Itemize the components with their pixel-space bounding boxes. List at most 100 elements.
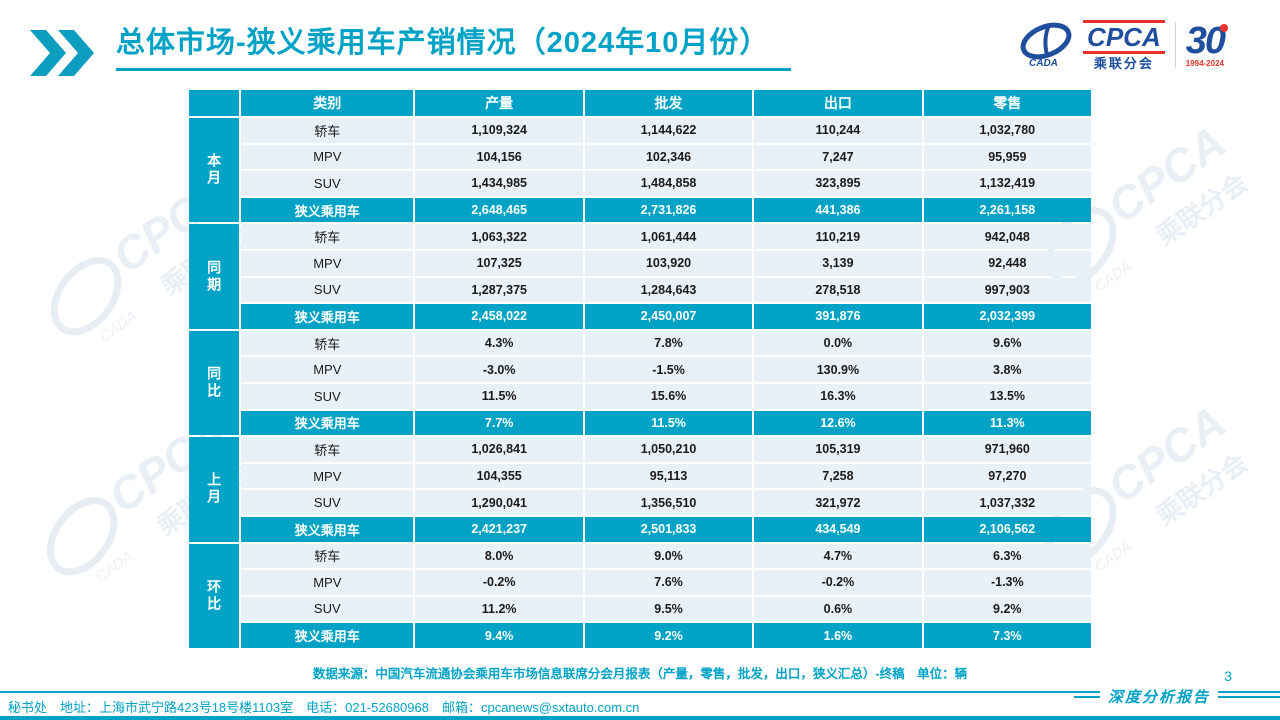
category-cell: 轿车 bbox=[241, 118, 414, 143]
category-cell: SUV bbox=[241, 383, 414, 409]
table-row: 上月 轿车 1,026,841 1,050,210 105,319 971,960 bbox=[189, 437, 1091, 542]
value-cell: 9.2% bbox=[923, 596, 1091, 622]
svg-text:乘联分会: 乘联分会 bbox=[1150, 167, 1253, 252]
category-cell: 狭义乘用车 bbox=[241, 304, 414, 329]
page-title: 总体市场-狭义乘用车产销情况（2024年10月份） bbox=[116, 26, 792, 71]
value-cell: 107,325 bbox=[415, 250, 583, 276]
category-cell: SUV bbox=[241, 596, 414, 622]
table-row: SUV 11.2% 9.5% 0.6% 9.2% bbox=[189, 596, 1091, 622]
value-cell: 95,959 bbox=[923, 144, 1091, 170]
value-cell: 1,050,210 bbox=[584, 437, 753, 462]
value-cell: 1,037,332 bbox=[923, 490, 1091, 515]
value-cell: 2,421,237 bbox=[415, 516, 583, 542]
cpca-logo-name: CPCA bbox=[1083, 20, 1165, 54]
value-cell: 997,903 bbox=[923, 277, 1091, 303]
value-cell: 321,972 bbox=[754, 490, 922, 515]
report-label-dash-left bbox=[1073, 695, 1100, 698]
category-cell: MPV bbox=[241, 250, 414, 276]
anniversary-30-logo: 30 1994-2024 bbox=[1186, 22, 1228, 68]
value-cell: 9.4% bbox=[415, 623, 583, 648]
category-cell: MPV bbox=[241, 463, 414, 489]
table-row: SUV 1,290,041 1,356,510 321,972 1,037,332 bbox=[189, 490, 1091, 515]
category-cell: 狭义乘用车 bbox=[241, 623, 414, 648]
value-cell: 971,960 bbox=[923, 437, 1091, 462]
table-row: MPV -0.2% 7.6% -0.2% -1.3% bbox=[189, 570, 1091, 595]
anniversary-dot-icon bbox=[1220, 24, 1228, 32]
value-cell: 2,458,022 bbox=[415, 304, 583, 329]
table-row: 狭义乘用车 2,648,465 2,731,826 441,386 2,261,158 bbox=[189, 197, 1091, 223]
value-cell: 16.3% bbox=[754, 383, 922, 409]
value-cell: 323,895 bbox=[754, 171, 922, 196]
value-cell: -1.3% bbox=[923, 570, 1091, 595]
category-cell: MPV bbox=[241, 357, 414, 382]
table-row: 狭义乘用车 9.4% 9.2% 1.6% 7.3% bbox=[189, 623, 1091, 648]
value-cell: 9.0% bbox=[584, 543, 753, 569]
column-header: 类别 bbox=[241, 90, 414, 116]
value-cell: 3.8% bbox=[923, 357, 1091, 382]
value-cell: -3.0% bbox=[415, 357, 583, 382]
value-cell: 1,284,643 bbox=[584, 277, 753, 303]
value-cell: 8.0% bbox=[415, 543, 583, 569]
value-cell: 2,501,833 bbox=[584, 516, 753, 542]
cpca-logo-subtitle: 乘联分会 bbox=[1093, 56, 1154, 71]
table-row: 同期 轿车 1,063,322 1,061,444 110,219 942,048 bbox=[189, 224, 1091, 329]
category-cell: 狭义乘用车 bbox=[241, 197, 414, 223]
value-cell: 2,731,826 bbox=[584, 197, 753, 223]
value-cell: 110,219 bbox=[754, 224, 922, 249]
value-cell: 9.5% bbox=[584, 596, 753, 622]
value-cell: 102,346 bbox=[584, 144, 753, 170]
value-cell: 104,156 bbox=[415, 144, 583, 170]
table-row: MPV 107,325 103,920 3,139 92,448 bbox=[189, 250, 1091, 276]
category-cell: MPV bbox=[241, 570, 414, 595]
value-cell: -0.2% bbox=[754, 570, 922, 595]
report-label-dash-right bbox=[1218, 695, 1280, 698]
cpca-logo-swirl-icon: CADA bbox=[1020, 22, 1072, 69]
page-number: 3 bbox=[1224, 668, 1232, 684]
value-cell: 11.2% bbox=[415, 596, 583, 622]
svg-text:CADA: CADA bbox=[1091, 538, 1135, 576]
value-cell: 434,549 bbox=[754, 516, 922, 542]
table-row: MPV -3.0% -1.5% 130.9% 3.8% bbox=[189, 357, 1091, 382]
value-cell: 13.5% bbox=[923, 383, 1091, 409]
value-cell: 7.6% bbox=[584, 570, 753, 595]
category-cell: 轿车 bbox=[241, 437, 414, 462]
value-cell: 7,247 bbox=[754, 144, 922, 170]
table-row: SUV 11.5% 15.6% 16.3% 13.5% bbox=[189, 383, 1091, 409]
value-cell: 1,061,444 bbox=[584, 224, 753, 249]
report-type-label: 深度分析报告 bbox=[1073, 684, 1280, 709]
value-cell: 11.5% bbox=[584, 410, 753, 436]
cpca-logo: CADA CPCA 乘联分会 30 1994-2024 bbox=[1019, 20, 1228, 71]
value-cell: 441,386 bbox=[754, 197, 922, 223]
value-cell: 15.6% bbox=[584, 383, 753, 409]
category-cell: 狭义乘用车 bbox=[241, 516, 414, 542]
category-cell: SUV bbox=[241, 490, 414, 515]
cada-text: CADA bbox=[1029, 58, 1058, 69]
category-cell: 轿车 bbox=[241, 543, 414, 569]
table-row: MPV 104,355 95,113 7,258 97,270 bbox=[189, 463, 1091, 489]
value-cell: 1,032,780 bbox=[923, 118, 1091, 143]
value-cell: 11.3% bbox=[923, 410, 1091, 436]
value-cell: -0.2% bbox=[415, 570, 583, 595]
category-cell: 轿车 bbox=[241, 224, 414, 249]
svg-text:乘联分会: 乘联分会 bbox=[1150, 447, 1253, 532]
value-cell: 6.3% bbox=[923, 543, 1091, 569]
value-cell: 1,144,622 bbox=[584, 118, 753, 143]
report-label-text: 深度分析报告 bbox=[1099, 684, 1218, 709]
value-cell: 1,109,324 bbox=[415, 118, 583, 143]
value-cell: 92,448 bbox=[923, 250, 1091, 276]
value-cell: 1,484,858 bbox=[584, 171, 753, 196]
logo-divider bbox=[1174, 22, 1176, 68]
value-cell: 12.6% bbox=[754, 410, 922, 436]
title-row: 总体市场-狭义乘用车产销情况（2024年10月份） bbox=[30, 26, 792, 81]
value-cell: 2,261,158 bbox=[923, 197, 1091, 223]
value-cell: 95,113 bbox=[584, 463, 753, 489]
row-group-label: 同期 bbox=[189, 224, 240, 329]
value-cell: 942,048 bbox=[923, 224, 1091, 249]
value-cell: 9.2% bbox=[584, 623, 753, 648]
value-cell: 0.0% bbox=[754, 330, 922, 356]
value-cell: 97,270 bbox=[923, 463, 1091, 489]
value-cell: 1,026,841 bbox=[415, 437, 583, 462]
column-header: 出口 bbox=[754, 90, 922, 116]
column-header: 零售 bbox=[923, 90, 1091, 116]
